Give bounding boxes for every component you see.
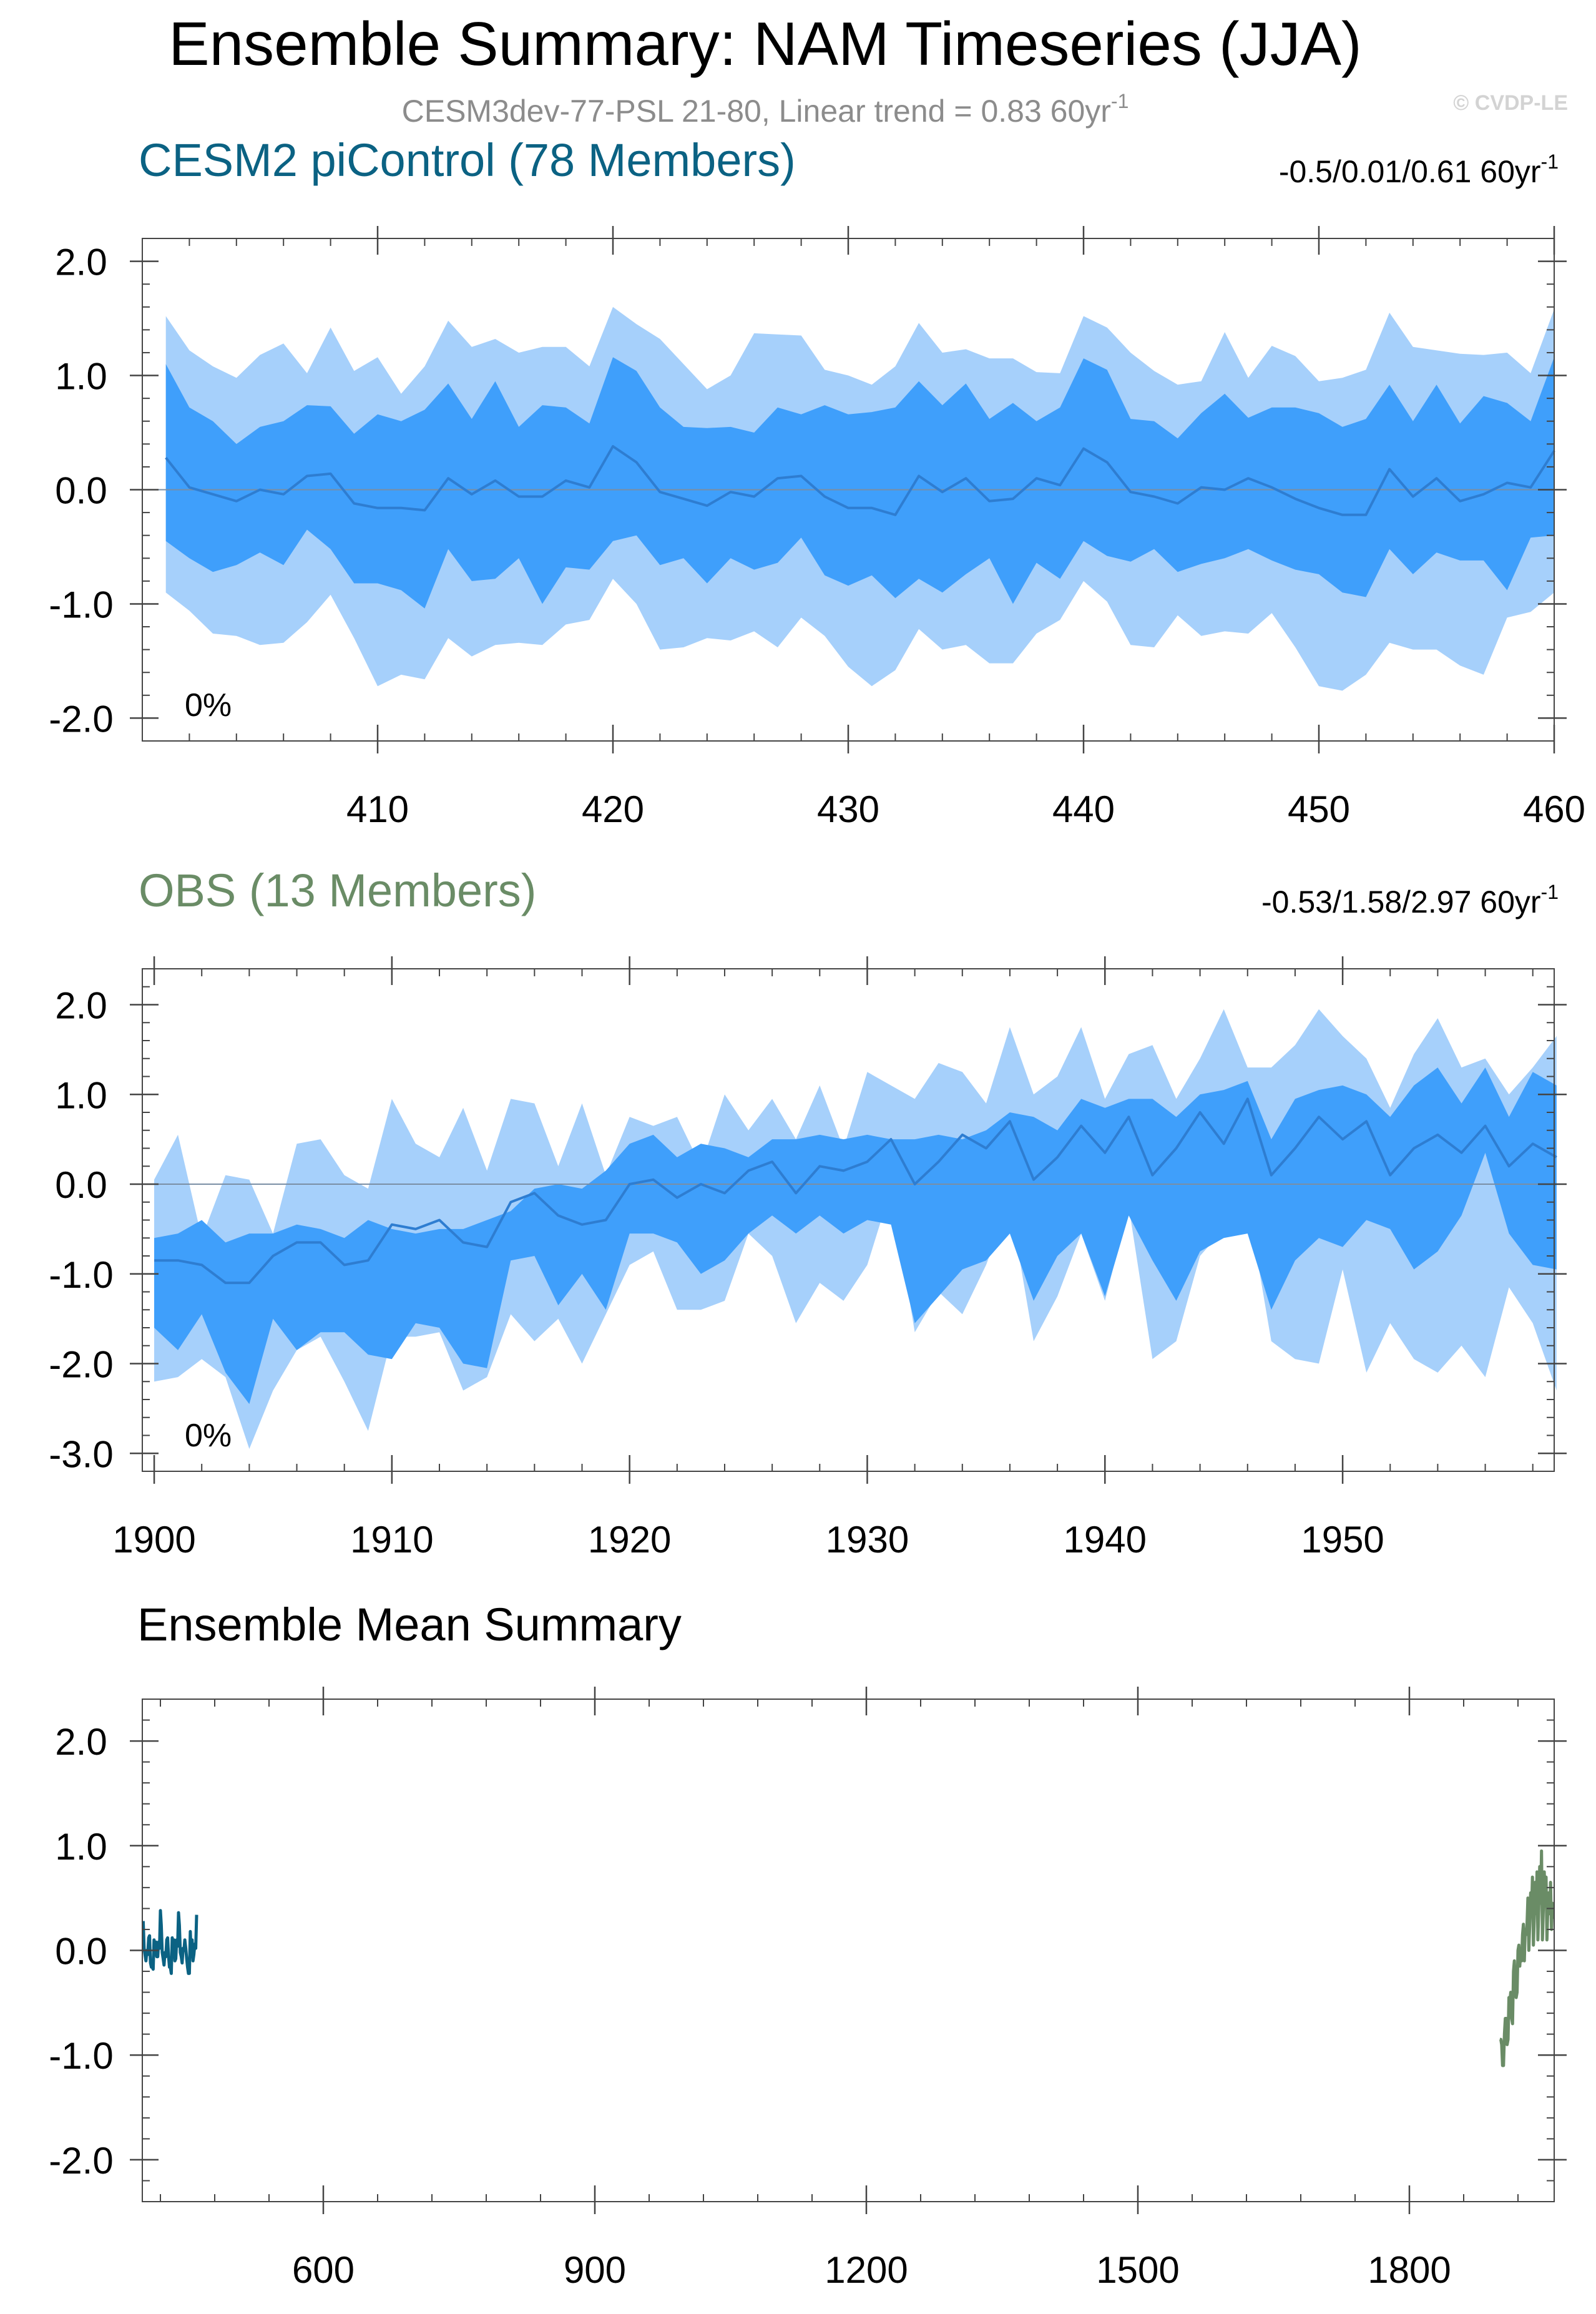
cesm2-x-tick-label: 440 [1052, 788, 1115, 830]
panel-ensemble-mean: Ensemble Mean Summary 600 900 1200 1500 1800… [49, 1599, 1567, 2291]
watermark: © CVDP-LE [1453, 91, 1568, 115]
ensemble-mean-x-tick-label: 900 [564, 2249, 626, 2291]
figure-title: Ensemble Summary: NAM Timeseries (JJA) [169, 9, 1361, 78]
obs-percent-annotation: 0% [185, 1418, 232, 1454]
cesm2-x-tick-label: 460 [1523, 788, 1585, 830]
ensemble-mean-y-tick-label: -1.0 [49, 2035, 113, 2077]
obs-inner-band [154, 1067, 1557, 1405]
obs-x-tick-label: 1930 [826, 1519, 909, 1561]
panel-cesm2: CESM2 piControl (78 Members) -0.5/0.01/0… [49, 134, 1585, 830]
obs-trend-range: -0.53/1.58/2.97 60yr-1 [1261, 881, 1559, 919]
cesm2-inner-band [165, 357, 1555, 609]
cesm2-y-tick-label: 2.0 [55, 242, 107, 283]
cesm2-percent-annotation: 0% [185, 687, 232, 723]
ensemble-mean-x-tick-label: 600 [292, 2249, 355, 2291]
obs-x-tick-label: 1920 [588, 1519, 671, 1561]
cesm2-panel-title: CESM2 piControl (78 Members) [139, 134, 796, 186]
obs-panel-title: OBS (13 Members) [139, 865, 536, 916]
cesm2-y-tick-label: -2.0 [49, 698, 113, 740]
cesm2-x-tick-label: 430 [817, 788, 879, 830]
cesm2-y-tick-label: 0.0 [55, 470, 107, 512]
obs-y-tick-label: 2.0 [55, 985, 107, 1027]
obs-mean-line [154, 1097, 1557, 1285]
obs-x-tick-label: 1950 [1301, 1519, 1384, 1561]
cesm2-x-tick-label: 420 [582, 788, 644, 830]
obs-x-tick-label: 1900 [112, 1519, 195, 1561]
figure-subtitle: CESM3dev-77-PSL 21-80, Linear trend = 0.… [402, 90, 1129, 129]
ensemble-mean-line-cesm2 [141, 1909, 198, 1975]
cesm2-y-tick-label: 1.0 [55, 356, 107, 398]
cesm2-x-tick-label: 450 [1288, 788, 1350, 830]
cesm2-x-tick-label: 410 [346, 788, 409, 830]
obs-y-tick-label: -2.0 [49, 1344, 113, 1386]
ensemble-mean-y-tick-label: 0.0 [55, 1931, 107, 1973]
obs-y-tick-label: -1.0 [49, 1254, 113, 1296]
cesm2-plot-area: 0% 410 420 430 440 450 460 2.0 1.0 0.0 -1.0 -2.0 [49, 226, 1585, 830]
ensemble-mean-panel-title: Ensemble Mean Summary [137, 1599, 682, 1650]
cesm2-mean-line [165, 445, 1555, 516]
ensemble-mean-y-tick-label: 2.0 [55, 1721, 107, 1763]
ensemble-mean-x-tick-label: 1800 [1368, 2249, 1451, 2291]
ensemble-mean-y-tick-label: -2.0 [49, 2140, 113, 2182]
ensemble-mean-y-tick-label: 1.0 [55, 1826, 107, 1868]
obs-y-tick-label: 1.0 [55, 1074, 107, 1116]
obs-x-tick-label: 1910 [350, 1519, 433, 1561]
cesm2-trend-range: -0.5/0.01/0.61 60yr-1 [1279, 150, 1559, 189]
panel-obs: OBS (13 Members) -0.53/1.58/2.97 60yr-1 … [49, 865, 1567, 1561]
cesm2-y-tick-label: -1.0 [49, 584, 113, 625]
ensemble-mean-line-obs [1499, 1849, 1555, 2067]
ensemble-mean-x-tick-label: 1500 [1096, 2249, 1179, 2291]
obs-x-tick-label: 1940 [1064, 1519, 1147, 1561]
obs-plot-area: 0% 1900 1910 1920 1930 1940 1950 2.0 1.0 0.0 -1.0 -… [49, 956, 1567, 1561]
ensemble-mean-plot-area: 600 900 1200 1500 1800 2.0 1.0 0.0 -1.0 -2.0 [49, 1687, 1567, 2291]
obs-y-tick-label: -3.0 [49, 1433, 113, 1475]
ensemble-mean-x-tick-label: 1200 [825, 2249, 908, 2291]
obs-y-tick-label: 0.0 [55, 1164, 107, 1206]
